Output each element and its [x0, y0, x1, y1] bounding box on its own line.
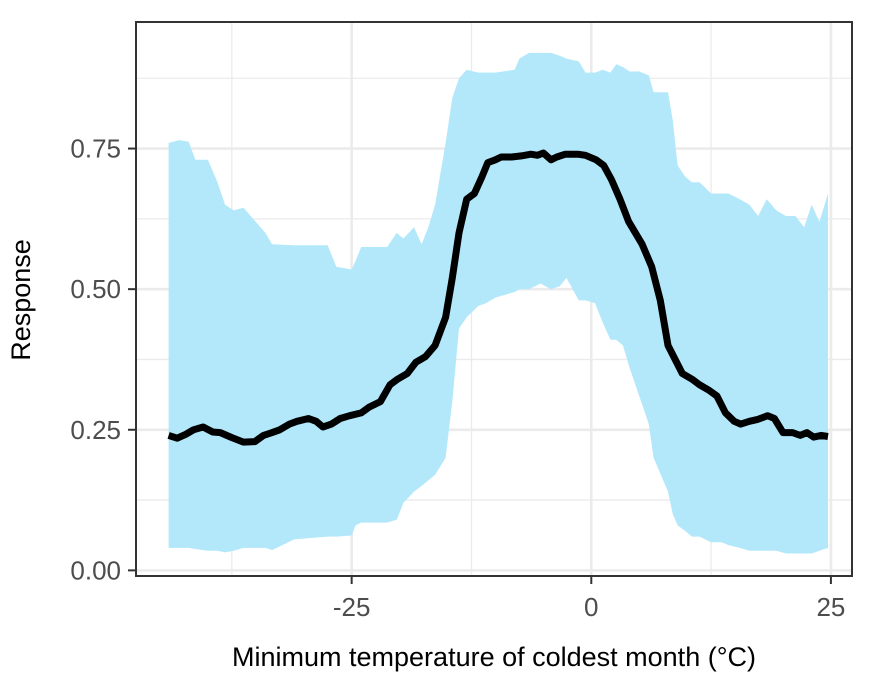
- x-tick-label: 0: [584, 592, 598, 622]
- y-tick-label: 0.25: [70, 415, 121, 445]
- y-axis-title: Response: [6, 239, 36, 361]
- x-tick-label: -25: [333, 592, 371, 622]
- y-tick-label: 0.00: [70, 555, 121, 585]
- x-tick-label: 25: [816, 592, 845, 622]
- y-tick-label: 0.50: [70, 274, 121, 304]
- y-axis-ticks: 0.00 0.25 0.50 0.75: [70, 134, 136, 585]
- y-tick-label: 0.75: [70, 134, 121, 164]
- x-axis-ticks: -25 0 25: [333, 576, 845, 622]
- confidence-band-layer: [168, 52, 829, 554]
- plot-panel-border: [135, 21, 853, 577]
- confidence-band: [168, 52, 829, 554]
- response-line: [167, 149, 829, 446]
- x-axis-title: Minimum temperature of coldest month (°C…: [232, 642, 756, 672]
- response-line-layer: [167, 149, 829, 446]
